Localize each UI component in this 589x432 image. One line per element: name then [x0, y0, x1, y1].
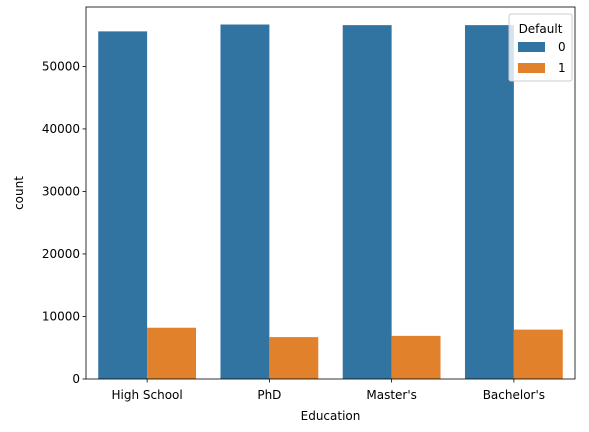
x-axis-label: Education: [301, 409, 361, 423]
bar-master-s-default-0: [342, 25, 392, 379]
x-tick-label: Bachelor's: [483, 388, 545, 402]
y-tick-label: 0: [72, 372, 80, 386]
x-axis: High School PhD Master's Bachelor's: [112, 379, 545, 402]
plot-frame: [85, 6, 576, 380]
y-tick-label: 40000: [42, 122, 80, 136]
bar-bachelor-s-default-0: [464, 25, 514, 379]
legend-title: Default: [519, 22, 563, 36]
y-axis: 0 10000 20000 30000 40000 50000: [42, 59, 86, 386]
y-tick-label: 50000: [42, 59, 80, 73]
bar-master-s-default-1: [391, 335, 441, 379]
legend-swatch-0: [518, 42, 545, 52]
legend-entry-0: 0: [558, 40, 566, 54]
y-tick-label: 20000: [42, 247, 80, 261]
x-tick-label: High School: [112, 388, 183, 402]
y-axis-label: count: [12, 176, 26, 210]
y-tick-label: 10000: [42, 309, 80, 323]
legend-swatch-1: [518, 63, 545, 73]
y-tick-label: 30000: [42, 184, 80, 198]
bar-high-school-default-1: [147, 327, 197, 379]
bars-group: [98, 24, 563, 380]
bar-phd-default-1: [269, 337, 319, 379]
bar-high-school-default-0: [98, 31, 148, 380]
legend: Default 0 1: [508, 13, 573, 82]
x-tick-label: Master's: [366, 388, 417, 402]
legend-entry-1: 1: [558, 61, 566, 75]
bar-bachelor-s-default-1: [513, 329, 563, 379]
x-tick-label: PhD: [257, 388, 281, 402]
bar-phd-default-0: [220, 24, 270, 379]
